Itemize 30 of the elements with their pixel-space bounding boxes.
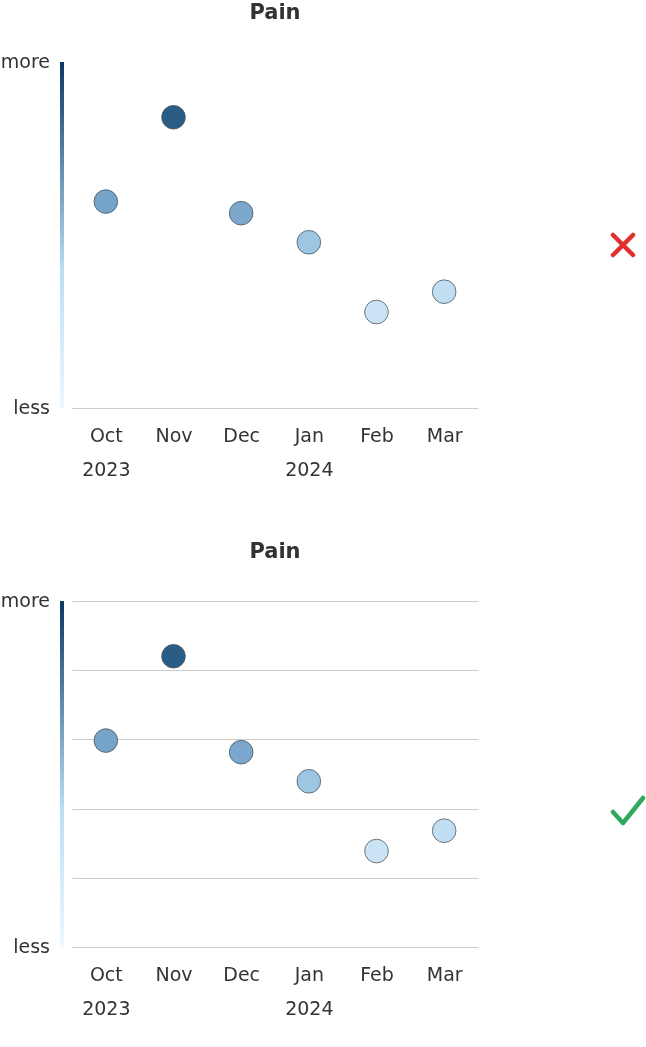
- text: more: [0, 50, 50, 72]
- x-tick-label: Jan 2024: [285, 962, 334, 1019]
- x-tick-label: Nov: [155, 962, 193, 985]
- x-tick-label: Feb: [360, 962, 394, 985]
- point: [93, 728, 119, 753]
- chart-title: Pain: [249, 0, 301, 24]
- chart-title: Pain: [249, 539, 301, 563]
- text: more: [0, 589, 50, 611]
- x-tick-label: Oct 2023: [82, 423, 131, 480]
- point: [161, 644, 186, 669]
- x-tick-label: Oct 2023: [82, 962, 131, 1019]
- x-tick-label: Dec: [223, 423, 261, 446]
- point: [228, 200, 254, 226]
- point: [364, 299, 389, 325]
- x-tick-label: Mar: [426, 962, 463, 985]
- point: [228, 739, 254, 765]
- point: [93, 189, 119, 214]
- text: less: [13, 935, 50, 957]
- point: [431, 818, 457, 843]
- point: [364, 838, 389, 864]
- x-tick-label: Jan 2024: [285, 423, 334, 480]
- x-tick-label: Dec: [223, 962, 261, 985]
- text: less: [13, 396, 50, 418]
- point: [296, 230, 322, 255]
- point: [161, 105, 186, 130]
- x-tick-label: Nov: [155, 423, 193, 446]
- x-tick-label: Feb: [360, 423, 394, 446]
- x-tick-label: Mar: [426, 423, 463, 446]
- point: [431, 279, 457, 304]
- point: [296, 769, 322, 794]
